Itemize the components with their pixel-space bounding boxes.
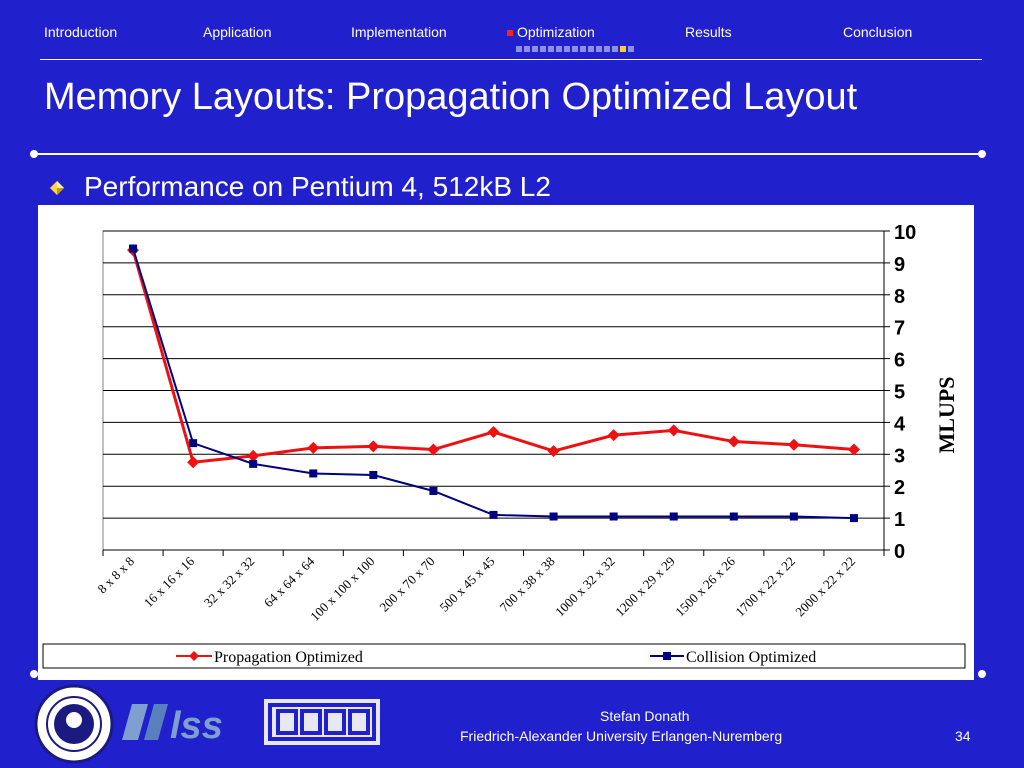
series-line-collision — [132, 248, 854, 520]
nav-item-conclusion[interactable]: Conclusion — [843, 24, 913, 40]
data-point-propagation — [367, 440, 380, 453]
divider-endpoint — [30, 150, 38, 158]
y-tick-label: 7 — [894, 318, 905, 340]
y-tick-label: 0 — [894, 541, 905, 563]
x-tick-label: 1500 x 26 x 26 — [672, 553, 738, 619]
x-tick-label: 200 x 70 x 70 — [376, 554, 437, 615]
nav-rule — [40, 59, 982, 60]
data-point-collision — [489, 510, 498, 519]
data-point-propagation — [547, 445, 560, 458]
chart-legend: Propagation Optimized Collision Optimize… — [42, 643, 966, 669]
active-section-marker — [507, 30, 513, 36]
legend-marker-propagation — [189, 651, 199, 661]
data-point-propagation — [427, 443, 440, 456]
footer-affiliation: Friedrich-Alexander University Erlangen-… — [460, 728, 783, 744]
legend-label-propagation: Propagation Optimized — [214, 649, 363, 666]
y-tick-label: 2 — [894, 477, 905, 499]
data-point-collision — [849, 514, 858, 523]
progress-square — [620, 46, 626, 52]
nav-item-application[interactable]: Application — [203, 24, 272, 40]
progress-square — [524, 46, 530, 52]
y-tick-label: 1 — [894, 509, 905, 531]
x-tick-label: 1000 x 32 x 32 — [552, 554, 618, 620]
y-tick-label: 6 — [894, 350, 905, 372]
data-point-propagation — [487, 425, 500, 438]
x-tick-label: 2000 x 22 x 22 — [792, 554, 858, 620]
nav-item-implementation[interactable]: Implementation — [351, 24, 447, 40]
y-tick-label: 10 — [894, 222, 916, 244]
progress-square — [628, 46, 634, 52]
progress-square — [612, 46, 618, 52]
x-tick-label: 16 x 16 x 16 — [141, 553, 198, 610]
bullet-text: Performance on Pentium 4, 512kB L2 — [84, 171, 551, 202]
line-chart: 0 1 2 3 4 5 6 7 8 9 10 8 x 8 x 8 16 x 16 x 16 32 x 3… — [42, 222, 966, 669]
y-tick-label: 9 — [894, 254, 905, 276]
legend-label-collision: Collision Optimized — [686, 649, 816, 666]
progress-square — [516, 46, 522, 52]
data-point-propagation — [187, 456, 200, 469]
nav-item-results[interactable]: Results — [685, 24, 732, 40]
data-point-collision — [129, 244, 138, 253]
progress-square — [580, 46, 586, 52]
lss-logo: lss — [122, 704, 223, 744]
y-tick-label: 8 — [894, 286, 905, 308]
performance-chart: 0 1 2 3 4 5 6 7 8 9 10 8 x 8 x 8 16 x 16 x 16 32 x 3… — [38, 205, 974, 680]
progress-square — [548, 46, 554, 52]
svg-text:lss: lss — [170, 705, 223, 744]
data-point-collision — [669, 512, 678, 521]
y-tick-label: 4 — [894, 413, 906, 435]
data-point-collision — [429, 486, 438, 495]
data-point-collision — [789, 512, 798, 521]
data-point-propagation — [607, 429, 620, 442]
y-tick-label: 5 — [894, 382, 905, 404]
progress-square — [540, 46, 546, 52]
data-point-propagation — [667, 424, 680, 437]
data-point-propagation — [307, 441, 320, 454]
data-point-collision — [549, 512, 558, 521]
title-divider — [36, 153, 982, 155]
rrze-logo — [264, 699, 380, 745]
data-point-collision — [729, 512, 738, 521]
slide-progress-indicator — [516, 46, 636, 52]
data-point-collision — [609, 512, 618, 521]
data-point-propagation — [787, 438, 800, 451]
progress-square — [604, 46, 610, 52]
data-point-propagation — [847, 443, 860, 456]
progress-square — [572, 46, 578, 52]
progress-square — [532, 46, 538, 52]
page-number: 34 — [955, 728, 971, 744]
x-tick-label: 1700 x 22 x 22 — [732, 554, 798, 620]
nav-item-optimization[interactable]: Optimization — [517, 24, 595, 40]
footer-author: Stefan Donath — [600, 708, 690, 724]
data-point-propagation — [727, 435, 740, 448]
divider-endpoint — [978, 670, 986, 678]
data-point-collision — [369, 471, 378, 480]
y-tick-label: 3 — [894, 445, 905, 467]
divider-endpoint — [978, 150, 986, 158]
progress-square — [564, 46, 570, 52]
data-point-collision — [189, 439, 198, 448]
progress-square — [596, 46, 602, 52]
diamond-bullet-icon — [50, 181, 64, 195]
section-nav: Introduction Application Implementation … — [0, 24, 1024, 48]
x-tick-label: 32 x 32 x 32 — [201, 554, 258, 611]
x-tick-label: 64 x 64 x 64 — [261, 553, 318, 610]
nav-item-introduction[interactable]: Introduction — [44, 24, 118, 40]
progress-square — [556, 46, 562, 52]
data-point-collision — [309, 469, 318, 478]
x-tick-label: 8 x 8 x 8 — [94, 554, 137, 597]
x-tick-label: 1200 x 29 x 29 — [612, 554, 678, 620]
progress-square — [588, 46, 594, 52]
data-point-collision — [249, 459, 258, 468]
legend-marker-collision — [663, 652, 671, 660]
slide-title: Memory Layouts: Propagation Optimized La… — [44, 76, 858, 118]
data-point-propagation — [247, 449, 260, 462]
y-axis-label: MLUPS — [934, 377, 959, 454]
x-tick-label: 700 x 38 x 38 — [497, 554, 558, 615]
x-tick-label: 100 x 100 x 100 — [307, 554, 377, 624]
x-tick-label: 500 x 45 x 45 — [436, 554, 497, 615]
divider-endpoint — [30, 670, 38, 678]
university-seal-logo — [34, 684, 114, 764]
